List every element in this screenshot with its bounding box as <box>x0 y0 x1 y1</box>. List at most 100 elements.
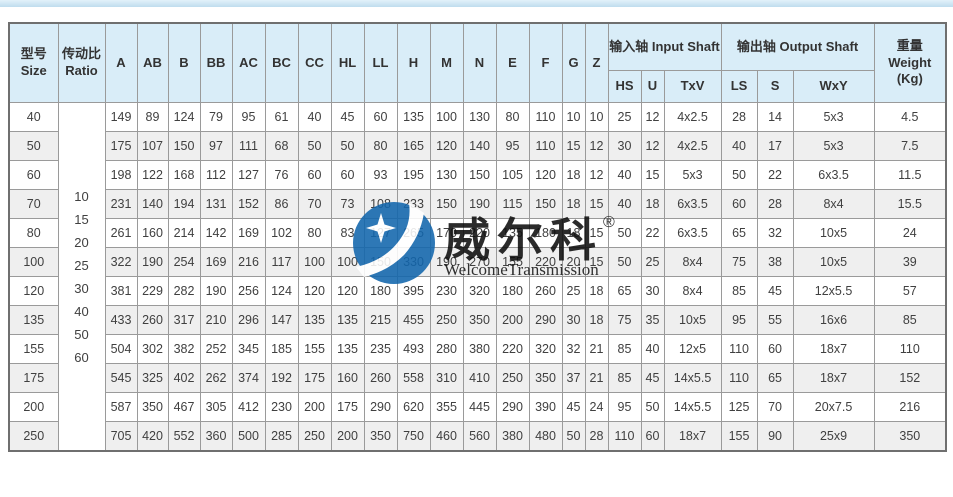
value-cell: 705 <box>104 421 138 452</box>
value-cell: 117 <box>264 247 299 277</box>
table-header: 型号 Size 传动比 Ratio A AB B BB AC BC CC HL … <box>8 22 947 103</box>
value-cell: 190 <box>199 276 233 306</box>
value-cell: 345 <box>231 334 266 364</box>
table-row: 80 261 160 214 142 169 102 80 83 127 265 170 220 135 1… <box>8 218 947 248</box>
value-cell: 290 <box>528 305 563 335</box>
value-cell: 14x5.5 <box>663 392 722 422</box>
header-dim: E <box>495 22 530 103</box>
value-cell: 155 <box>720 421 758 452</box>
value-cell: 215 <box>363 305 398 335</box>
value-cell: 15 <box>584 218 609 248</box>
value-cell: 25 <box>561 276 586 306</box>
value-cell: 317 <box>167 305 201 335</box>
value-cell: 40 <box>607 160 642 190</box>
ratio-value: 40 <box>74 303 89 319</box>
value-cell: 233 <box>396 189 431 219</box>
size-cell: 155 <box>8 334 59 364</box>
header-dim: AB <box>136 22 169 103</box>
table-row: 155 504 302 382 252 345 185 155 135 235 493 280 380 2… <box>8 334 947 364</box>
value-cell: 15 <box>640 160 665 190</box>
header-dim: F <box>528 22 563 103</box>
value-cell: 230 <box>264 392 299 422</box>
value-cell: 95 <box>720 305 758 335</box>
value-cell: 560 <box>462 421 497 452</box>
header-ratio: 传动比 Ratio <box>57 22 106 103</box>
value-cell: 120 <box>297 276 332 306</box>
header-dim: B <box>167 22 201 103</box>
value-cell: 50 <box>607 218 642 248</box>
value-cell: 85 <box>607 334 642 364</box>
value-cell: 122 <box>136 160 169 190</box>
value-cell: 460 <box>429 421 464 452</box>
value-cell: 18 <box>561 160 586 190</box>
value-cell: 230 <box>429 276 464 306</box>
value-cell: 40 <box>720 131 758 161</box>
value-cell: 381 <box>104 276 138 306</box>
value-cell: 45 <box>756 276 794 306</box>
value-cell: 12 <box>584 131 609 161</box>
value-cell: 305 <box>199 392 233 422</box>
value-cell: 120 <box>429 131 464 161</box>
value-cell: 110 <box>720 363 758 393</box>
value-cell: 120 <box>330 276 365 306</box>
value-cell: 110 <box>607 421 642 452</box>
value-cell: 50 <box>330 131 365 161</box>
value-cell: 15 <box>561 131 586 161</box>
value-cell: 5x3 <box>792 102 875 132</box>
value-cell: 140 <box>136 189 169 219</box>
value-cell: 17 <box>756 131 794 161</box>
value-cell: 455 <box>396 305 431 335</box>
value-cell: 60 <box>330 160 365 190</box>
value-cell: 55 <box>756 305 794 335</box>
value-cell: 14 <box>756 102 794 132</box>
value-cell: 124 <box>264 276 299 306</box>
value-cell: 6x3.5 <box>663 189 722 219</box>
ratio-value: 10 <box>74 188 89 204</box>
value-cell: 169 <box>199 247 233 277</box>
value-cell: 194 <box>167 189 201 219</box>
value-cell: 350 <box>528 363 563 393</box>
value-cell: 6x3.5 <box>663 218 722 248</box>
value-cell: 175 <box>330 392 365 422</box>
value-cell: 493 <box>396 334 431 364</box>
value-cell: 285 <box>264 421 299 452</box>
value-cell: 192 <box>264 363 299 393</box>
value-cell: 110 <box>528 102 563 132</box>
header-dim: AC <box>231 22 266 103</box>
value-cell: 190 <box>429 247 464 277</box>
value-cell: 380 <box>495 421 530 452</box>
value-cell: 180 <box>528 218 563 248</box>
value-cell: 61 <box>264 102 299 132</box>
top-strip <box>0 0 953 7</box>
value-cell: 152 <box>873 363 947 393</box>
value-cell: 155 <box>495 247 530 277</box>
header-dim: BB <box>199 22 233 103</box>
value-cell: 290 <box>363 392 398 422</box>
value-cell: 95 <box>495 131 530 161</box>
value-cell: 322 <box>104 247 138 277</box>
value-cell: 39 <box>873 247 947 277</box>
value-cell: 45 <box>561 392 586 422</box>
value-cell: 250 <box>495 363 530 393</box>
value-cell: 150 <box>528 189 563 219</box>
value-cell: 200 <box>297 392 332 422</box>
value-cell: 262 <box>199 363 233 393</box>
value-cell: 210 <box>199 305 233 335</box>
value-cell: 8x4 <box>792 189 875 219</box>
value-cell: 254 <box>167 247 201 277</box>
value-cell: 32 <box>756 218 794 248</box>
value-cell: 16x6 <box>792 305 875 335</box>
size-cell: 200 <box>8 392 59 422</box>
value-cell: 310 <box>429 363 464 393</box>
value-cell: 70 <box>756 392 794 422</box>
gearbox-dimension-table: 型号 Size 传动比 Ratio A AB B BB AC BC CC HL … <box>8 22 948 452</box>
value-cell: 100 <box>330 247 365 277</box>
value-cell: 37 <box>561 363 586 393</box>
value-cell: 7.5 <box>873 131 947 161</box>
value-cell: 127 <box>231 160 266 190</box>
value-cell: 97 <box>199 131 233 161</box>
value-cell: 260 <box>136 305 169 335</box>
value-cell: 8x4 <box>663 276 722 306</box>
value-cell: 282 <box>167 276 201 306</box>
value-cell: 25 <box>640 247 665 277</box>
